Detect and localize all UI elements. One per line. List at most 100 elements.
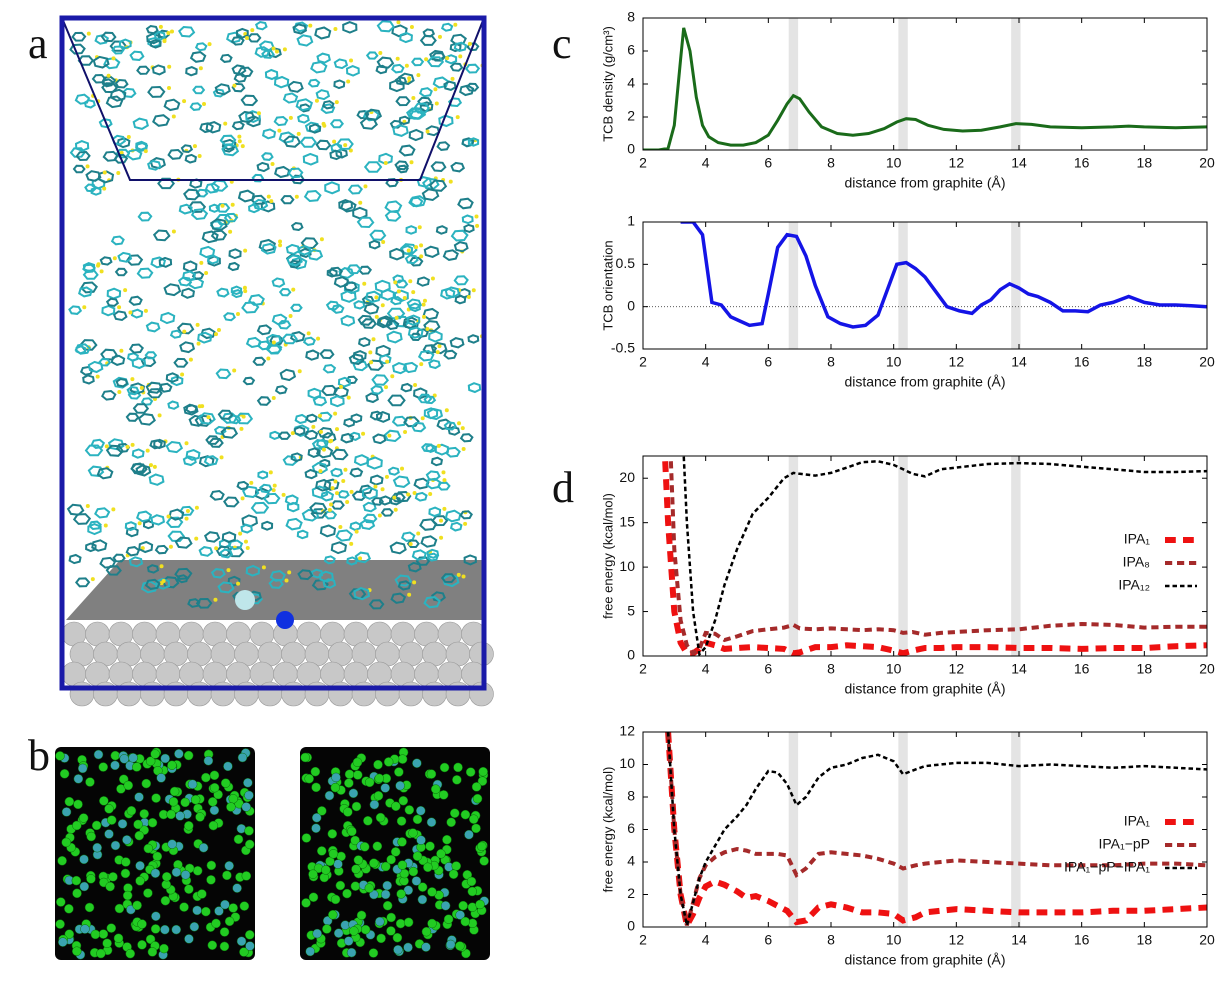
molecule bbox=[350, 413, 363, 424]
molecule bbox=[400, 382, 413, 393]
molecule bbox=[215, 545, 232, 557]
cl-atom bbox=[471, 823, 481, 834]
cl-atom bbox=[373, 791, 384, 801]
chlorine bbox=[439, 535, 444, 540]
chlorine bbox=[419, 254, 424, 259]
molecule bbox=[112, 553, 126, 563]
molecule bbox=[396, 164, 409, 174]
molecule bbox=[418, 87, 433, 98]
molecule bbox=[128, 556, 144, 568]
cl-atom bbox=[445, 939, 456, 950]
cl-atom bbox=[207, 797, 218, 807]
cl-atom bbox=[201, 906, 211, 917]
chlorine bbox=[358, 200, 363, 205]
cl-atom bbox=[317, 846, 327, 856]
chlorine bbox=[245, 546, 250, 551]
chlorine bbox=[111, 507, 116, 512]
x-tick-label: 6 bbox=[764, 354, 772, 370]
chlorine bbox=[393, 507, 398, 512]
chlorine bbox=[162, 39, 167, 44]
chlorine bbox=[420, 416, 425, 421]
chlorine bbox=[143, 308, 148, 313]
cl-atom bbox=[147, 947, 158, 957]
legend-label: IPA₁ bbox=[1124, 813, 1151, 829]
cl-atom bbox=[59, 769, 70, 779]
cl-atom bbox=[383, 757, 394, 767]
cl-atom bbox=[145, 934, 156, 945]
molecule bbox=[137, 211, 153, 222]
cl-atom bbox=[150, 749, 160, 759]
molecule bbox=[132, 117, 149, 130]
cl-atom bbox=[61, 807, 72, 817]
molecule bbox=[298, 245, 311, 256]
molecule bbox=[428, 359, 441, 370]
molecule bbox=[182, 455, 197, 467]
molecule bbox=[343, 417, 356, 428]
molecule bbox=[390, 296, 403, 306]
molecule bbox=[400, 531, 416, 542]
cl-atom bbox=[184, 934, 194, 944]
data-line bbox=[666, 732, 1207, 926]
molecule bbox=[399, 31, 413, 44]
cl-atom bbox=[73, 799, 83, 810]
molecule bbox=[335, 138, 354, 150]
chlorine bbox=[237, 139, 242, 144]
molecule bbox=[271, 313, 288, 326]
molecule bbox=[384, 210, 402, 222]
chlorine bbox=[213, 597, 218, 602]
cl-atom bbox=[374, 773, 385, 784]
molecule bbox=[221, 138, 237, 151]
cl-atom bbox=[183, 750, 194, 761]
molecule bbox=[371, 374, 389, 386]
chlorine bbox=[244, 36, 249, 41]
y-tick-label: -0.5 bbox=[611, 340, 635, 356]
molecule bbox=[84, 183, 97, 193]
cl-atom bbox=[236, 936, 247, 947]
molecule bbox=[459, 510, 473, 520]
chlorine bbox=[414, 245, 419, 250]
cl-atom bbox=[189, 921, 200, 932]
chlorine bbox=[433, 87, 438, 92]
cl-atom bbox=[351, 864, 361, 874]
molecule bbox=[132, 403, 150, 414]
cl-atom bbox=[451, 861, 461, 871]
molecule bbox=[210, 229, 228, 241]
molecule bbox=[219, 53, 233, 63]
x-axis-label: distance from graphite (Å) bbox=[844, 681, 1005, 697]
cl-atom bbox=[393, 944, 403, 955]
molecule bbox=[177, 276, 193, 287]
molecule bbox=[307, 78, 321, 88]
chlorine bbox=[317, 413, 322, 418]
chlorine bbox=[194, 536, 199, 541]
y-tick-label: 0.5 bbox=[616, 255, 636, 271]
cl-atom bbox=[369, 889, 379, 900]
panel-label: d bbox=[552, 463, 574, 512]
molecule bbox=[340, 289, 357, 303]
molecule bbox=[220, 426, 239, 439]
molecule bbox=[82, 374, 95, 385]
cl-atom bbox=[396, 889, 406, 899]
molecule bbox=[357, 337, 371, 348]
molecule bbox=[329, 119, 344, 129]
molecule bbox=[364, 108, 383, 122]
molecule bbox=[331, 304, 345, 314]
molecule bbox=[290, 221, 304, 232]
cl-atom bbox=[479, 856, 489, 866]
cl-atom bbox=[398, 795, 409, 806]
molecule bbox=[128, 343, 144, 354]
molecule bbox=[443, 349, 458, 360]
chlorine bbox=[182, 99, 187, 104]
cl-atom bbox=[72, 888, 82, 899]
cl-atom bbox=[167, 760, 177, 771]
x-tick-label: 10 bbox=[886, 661, 902, 677]
molecule bbox=[145, 321, 161, 333]
cl-atom bbox=[121, 857, 131, 867]
cl-atom bbox=[343, 936, 354, 946]
molecule bbox=[106, 287, 122, 300]
cl-atom bbox=[301, 898, 311, 908]
cl-atom bbox=[90, 929, 101, 940]
molecule bbox=[301, 508, 320, 522]
chlorine bbox=[358, 556, 363, 561]
molecule bbox=[159, 311, 176, 325]
